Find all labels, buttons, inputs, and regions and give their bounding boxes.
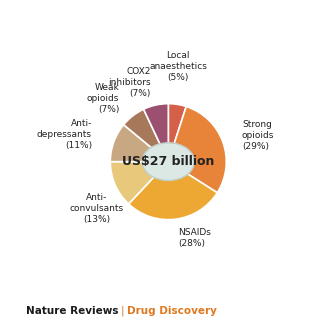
Text: Weak
opioids
(7%): Weak opioids (7%) [87, 83, 119, 114]
Wedge shape [168, 104, 186, 162]
Ellipse shape [142, 143, 194, 180]
Text: US$27 billion: US$27 billion [122, 155, 214, 168]
Text: Nature Reviews: Nature Reviews [26, 306, 119, 316]
Text: Drug Discovery: Drug Discovery [127, 306, 217, 316]
Wedge shape [124, 109, 168, 162]
Text: Strong
opioids
(29%): Strong opioids (29%) [242, 120, 274, 151]
Text: Anti-
depressants
(11%): Anti- depressants (11%) [37, 119, 92, 150]
Text: COX2
inhibitors
(7%): COX2 inhibitors (7%) [108, 67, 150, 98]
Wedge shape [168, 107, 226, 193]
Wedge shape [110, 162, 168, 204]
Text: Anti-
convulsants
(13%): Anti- convulsants (13%) [69, 193, 123, 224]
Text: NSAIDs
(28%): NSAIDs (28%) [178, 227, 211, 248]
Text: |: | [120, 306, 124, 316]
Wedge shape [144, 104, 168, 162]
Wedge shape [129, 162, 217, 220]
Text: Local
anaesthetics
(5%): Local anaesthetics (5%) [149, 51, 207, 82]
Wedge shape [110, 125, 168, 162]
